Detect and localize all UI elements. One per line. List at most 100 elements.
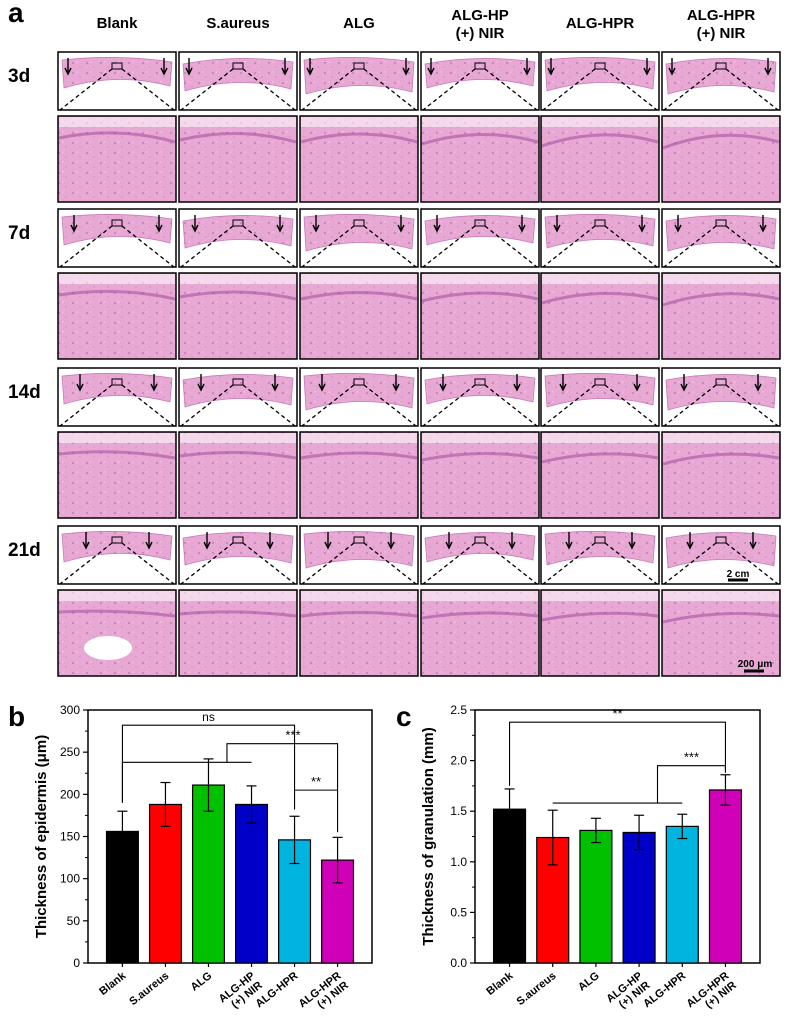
category-label-3: ALG-HP(+) NIR xyxy=(217,970,265,1015)
zoom-image xyxy=(540,115,660,203)
category-label-2: ALG xyxy=(189,970,215,994)
category-label-3: ALG-HP(+) NIR xyxy=(604,970,652,1015)
day-label-3d: 3d xyxy=(8,66,30,87)
zoom-image xyxy=(178,589,298,677)
bar-3 xyxy=(622,831,656,964)
category-label-0: Blank xyxy=(484,969,516,997)
overview-image xyxy=(420,525,540,585)
zoom-image xyxy=(540,272,660,360)
day-label-14d: 14d xyxy=(8,382,41,403)
bar-3 xyxy=(234,803,269,964)
granulation-chart: c 0.0 0.5 1.0 1.5 2.0 2.5 Thickness of granulat… xyxy=(396,701,761,1015)
group-header-1: S.aureus xyxy=(206,15,269,32)
zoom-image xyxy=(420,115,540,203)
zoom-image xyxy=(661,589,781,677)
sig-bracket-triple xyxy=(226,743,339,833)
scale-bar-overview-label: 2 cm xyxy=(727,569,750,580)
y-tick-label: 200 xyxy=(60,787,80,801)
y-tick-label: 150 xyxy=(60,830,80,844)
y-tick-label: 250 xyxy=(60,745,80,759)
sig-label-ns: ns xyxy=(202,710,215,724)
scale-bar-zoom-label: 200 μm xyxy=(738,659,773,670)
zoom-image xyxy=(661,272,781,360)
overview-image xyxy=(57,367,177,427)
overview-image xyxy=(178,51,298,111)
zoom-image xyxy=(661,115,781,203)
overview-image xyxy=(420,367,540,427)
group-header-4: ALG-HPR xyxy=(566,15,634,32)
scale-bar-zoom: 200 μm xyxy=(738,659,773,673)
overview-image xyxy=(661,367,781,427)
overview-image xyxy=(661,208,781,268)
category-label-1: S.aureus xyxy=(515,970,559,1008)
bar-0 xyxy=(492,808,527,964)
overview-image xyxy=(540,208,660,268)
zoom-image xyxy=(178,115,298,203)
sig-label-double: ** xyxy=(612,706,622,721)
overview-image xyxy=(178,367,298,427)
group-header-5: ALG-HPR xyxy=(687,7,755,24)
overview-image xyxy=(420,51,540,111)
zoom-image xyxy=(178,431,298,519)
overview-image xyxy=(57,525,177,585)
zoom-image xyxy=(420,272,540,360)
bar-2 xyxy=(191,784,226,964)
panel-letter-b: b xyxy=(8,701,25,732)
overview-image xyxy=(420,208,540,268)
y-axis-label: Thickness of granulation (mm) xyxy=(420,727,437,945)
category-label-2: ALG xyxy=(576,970,602,994)
zoom-image xyxy=(299,431,419,519)
zoom-image xyxy=(57,272,177,360)
zoom-image xyxy=(57,115,177,203)
zoom-image xyxy=(420,431,540,519)
zoom-image xyxy=(57,431,177,519)
y-tick-label: 2.5 xyxy=(450,703,467,717)
category-label-1: S.aureus xyxy=(127,970,171,1008)
category-label-5: ALG-HPR(+) NIR xyxy=(297,970,351,1020)
sig-label-triple: *** xyxy=(285,728,300,743)
panel-letter-a: a xyxy=(8,0,24,28)
group-header-0: Blank xyxy=(97,15,139,32)
zoom-image xyxy=(299,272,419,360)
sig-label-double: ** xyxy=(311,774,321,789)
sig-bracket-double xyxy=(508,721,727,786)
zoom-image xyxy=(178,272,298,360)
y-tick-label: 50 xyxy=(67,914,81,928)
zoom-image xyxy=(540,431,660,519)
epidermis-chart: b 0 50 100 150 200 250 300 Thickness of epidermi… xyxy=(8,701,373,1020)
zoom-image xyxy=(299,115,419,203)
day-label-21d: 21d xyxy=(8,540,41,561)
group-header-3: ALG-HP xyxy=(451,7,509,24)
group-header-3-line2: (+) NIR xyxy=(456,25,505,42)
y-axis-label: Thickness of epidermis (μm) xyxy=(33,735,50,938)
y-tick-label: 1.5 xyxy=(450,804,467,818)
group-header-2: ALG xyxy=(343,15,375,32)
zoom-image xyxy=(57,589,177,677)
overview-image xyxy=(540,51,660,111)
overview-image xyxy=(57,208,177,268)
category-label-0: Blank xyxy=(97,969,129,997)
overview-image xyxy=(540,525,660,585)
overview-image xyxy=(299,51,419,111)
zoom-image xyxy=(661,431,781,519)
day-label-7d: 7d xyxy=(8,223,30,244)
overview-image xyxy=(57,51,177,111)
overview-image xyxy=(299,367,419,427)
scale-bar-overview: 2 cm xyxy=(727,569,750,582)
panel-letter-c: c xyxy=(396,701,412,732)
y-tick-label: 100 xyxy=(60,872,80,886)
sig-label-triple: *** xyxy=(684,750,699,765)
y-tick-label: 2.0 xyxy=(450,754,467,768)
y-tick-label: 0.5 xyxy=(450,905,467,919)
y-tick-label: 0 xyxy=(73,956,80,970)
overview-image xyxy=(178,525,298,585)
overview-image xyxy=(299,525,419,585)
bar-1 xyxy=(148,803,182,964)
zoom-image xyxy=(540,589,660,677)
overview-image xyxy=(178,208,298,268)
group-header-5-line2: (+) NIR xyxy=(697,25,746,42)
zoom-image xyxy=(299,589,419,677)
y-tick-label: 1.0 xyxy=(450,855,467,869)
